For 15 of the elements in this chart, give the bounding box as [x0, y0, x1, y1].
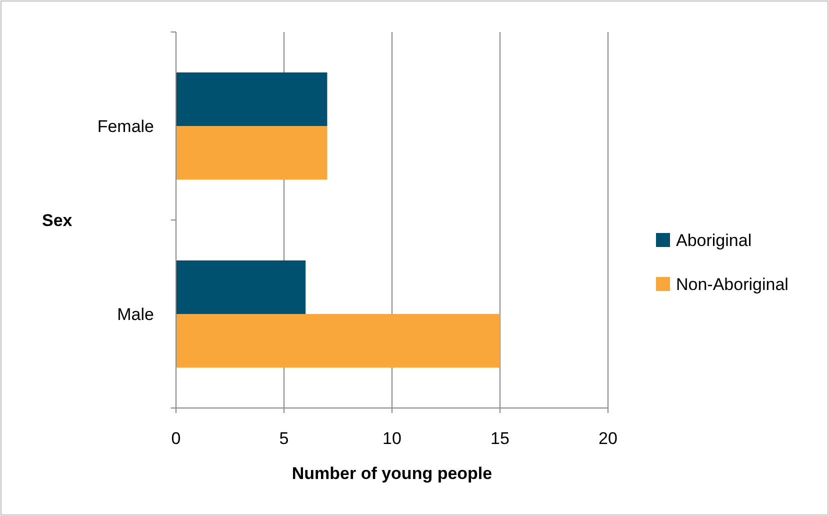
y-axis-title: Sex [42, 211, 73, 230]
legend-label: Aboriginal [676, 231, 752, 250]
bar [176, 72, 328, 126]
x-axis-title: Number of young people [292, 464, 492, 483]
x-tick-label: 5 [279, 429, 289, 448]
x-tick-label: 20 [598, 429, 618, 448]
x-tick-label: 15 [490, 429, 510, 448]
y-tick-label: Female [97, 117, 154, 136]
y-tick-label: Male [117, 305, 154, 324]
x-tick-label: 0 [171, 429, 181, 448]
bar [176, 126, 328, 180]
legend-label: Non-Aboriginal [676, 275, 788, 294]
bar [176, 260, 306, 314]
x-tick-label: 10 [382, 429, 402, 448]
bar [176, 314, 500, 368]
